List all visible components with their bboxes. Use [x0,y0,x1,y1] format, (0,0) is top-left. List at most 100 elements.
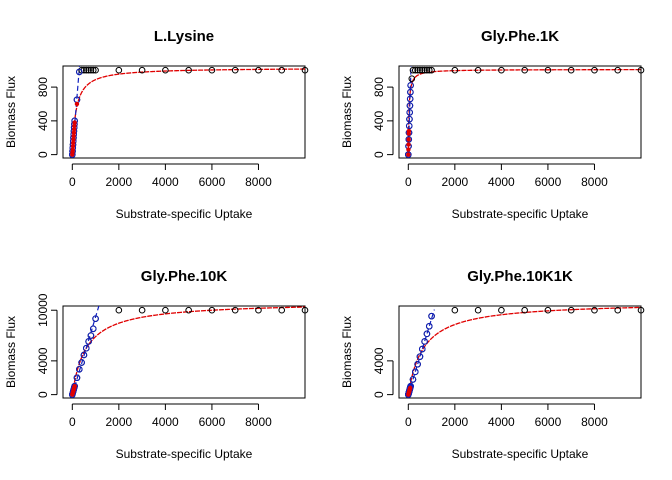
x-tick-label: 4000 [488,175,515,189]
y-tick-label: 4000 [36,347,50,374]
data-point-black [474,306,482,314]
data-point-black [416,66,424,74]
data-point-black [451,306,459,314]
x-tick-label: 6000 [535,175,562,189]
x-tick-label: 8000 [581,415,608,429]
y-tick-label: 10000 [36,293,50,327]
data-point-black [614,66,622,74]
data-point-blue [409,376,417,383]
data-point-red [406,152,411,157]
data-point-blue [405,136,413,143]
data-point-red [71,127,77,132]
y-tick-label: 400 [36,111,50,131]
data-point-blue [407,82,414,89]
data-point-black [278,66,286,74]
data-point-black [544,66,552,74]
data-point-black [544,306,552,314]
x-tick-label: 4000 [152,415,179,429]
data-point-blue [85,338,92,345]
x-tick-label: 6000 [535,415,562,429]
chart-title: Gly.Phe.10K [141,268,228,285]
data-point-black [301,66,309,74]
data-point-black [614,306,622,314]
data-point-black [521,66,528,74]
data-point-black [115,306,123,314]
data-point-red [74,101,80,107]
data-point-black [428,66,435,74]
x-tick-label: 8000 [245,415,272,429]
data-point-black [301,306,309,314]
data-point-blue [421,338,428,345]
data-point-black [255,66,262,74]
data-point-black [474,66,482,74]
y-tick-label: 4000 [372,347,386,374]
data-point-black [255,306,262,314]
x-axis-label: Substrate-specific Uptake [116,207,253,221]
plot-frame [62,305,306,399]
data-point-blue [406,115,413,123]
y-tick-label: 0 [36,391,50,398]
data-point-black [591,306,598,314]
data-point-red [406,137,411,142]
data-point-black [567,66,575,74]
data-point-red [406,147,411,152]
fitted-curve-red [71,306,305,395]
data-point-blue [75,68,83,76]
x-tick-label: 2000 [105,415,132,429]
data-point-blue [89,325,97,333]
data-point-red [72,383,77,389]
x-tick-label: 0 [69,175,76,189]
x-tick-label: 4000 [152,175,179,189]
plot-frame [398,305,642,399]
data-point-black [278,306,286,314]
y-tick-label: 800 [36,77,50,97]
data-point-black [425,66,433,74]
chart-panel: Gly.Phe.10K 0 2000 4000 6000 8000 0 4000 10000 Su… [4,268,309,461]
x-tick-label: 8000 [581,175,608,189]
data-point-blue [73,374,81,382]
data-point-black [87,66,95,74]
data-point-black [567,306,575,314]
fitted-curve-red [407,68,641,155]
plot-area [71,306,305,395]
data-point-black [423,66,431,74]
data-point-red [70,143,76,149]
plot-area [407,66,641,155]
data-point-black [185,66,192,74]
fitted-curve-red [71,68,305,155]
x-tick-label: 0 [405,415,412,429]
data-point-black [92,66,99,74]
fitted-curve-red [407,306,641,395]
data-point-red [71,140,76,146]
data-point-black [162,66,169,74]
data-point-blue [406,95,414,103]
data-point-black [409,66,417,74]
x-tick-label: 2000 [105,175,132,189]
x-tick-label: 2000 [441,175,468,189]
data-point-red [72,120,77,125]
data-point-black [82,66,90,74]
plot-area [407,306,641,395]
data-point-black [115,66,123,74]
data-point-red [70,147,75,152]
x-tick-label: 0 [405,175,412,189]
x-tick-label: 6000 [199,175,226,189]
data-point-black [138,66,146,74]
data-point-blue [92,315,99,322]
data-point-blue [423,330,431,338]
chart-panel: L.Lysine 0 2000 4000 6000 8000 0 400 800 Substrat… [4,28,309,221]
chart-panel: Gly.Phe.10K1K 0 2000 4000 6000 8000 0 4000 Subst… [340,268,645,461]
data-point-black [521,306,528,314]
plot-frame [398,65,642,159]
x-tick-label: 0 [69,415,76,429]
chart-panel: Gly.Phe.1K 0 2000 4000 6000 8000 0 400 800 Substr… [340,28,645,221]
data-point-black [418,66,426,74]
data-point-black [498,66,505,74]
data-point-black [89,66,97,74]
plot-area [71,66,305,155]
data-point-black [408,75,416,82]
data-point-blue [416,353,424,360]
data-point-blue [87,332,95,339]
data-point-blue [75,366,83,373]
